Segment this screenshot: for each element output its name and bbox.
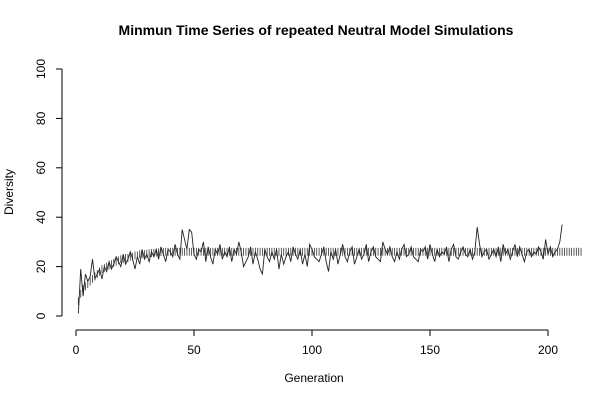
x-tick-label: 50 (187, 343, 201, 357)
y-tick-label: 60 (34, 161, 48, 175)
x-axis-label: Generation (284, 371, 343, 385)
axes: 0 20 40 60 80 100 0 50 100 150 200 (34, 59, 558, 357)
x-tick-label: 200 (538, 343, 558, 357)
y-tick-label: 0 (34, 312, 48, 319)
x-tick-label: 150 (420, 343, 440, 357)
y-axis-label: Diversity (2, 169, 16, 215)
chart-title: Minmun Time Series of repeated Neutral M… (119, 22, 514, 38)
line-series (77, 224, 563, 314)
y-tick-label: 20 (34, 260, 48, 274)
y-tick-label: 100 (34, 59, 48, 79)
y-tick-label: 40 (34, 210, 48, 224)
y-tick-label: 80 (34, 111, 48, 125)
x-tick-label: 0 (73, 343, 80, 357)
x-tick-label: 100 (302, 343, 322, 357)
diversity-line (77, 224, 563, 314)
